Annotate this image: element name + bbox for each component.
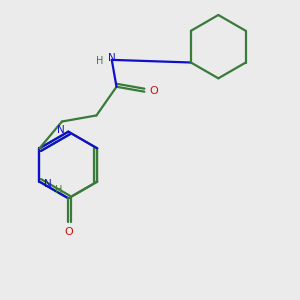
- Text: H: H: [55, 185, 62, 195]
- Text: H: H: [96, 56, 104, 65]
- Text: N: N: [108, 53, 116, 63]
- Text: O: O: [64, 227, 73, 237]
- Text: N: N: [44, 179, 52, 189]
- Text: O: O: [149, 86, 158, 96]
- Text: N: N: [57, 125, 65, 135]
